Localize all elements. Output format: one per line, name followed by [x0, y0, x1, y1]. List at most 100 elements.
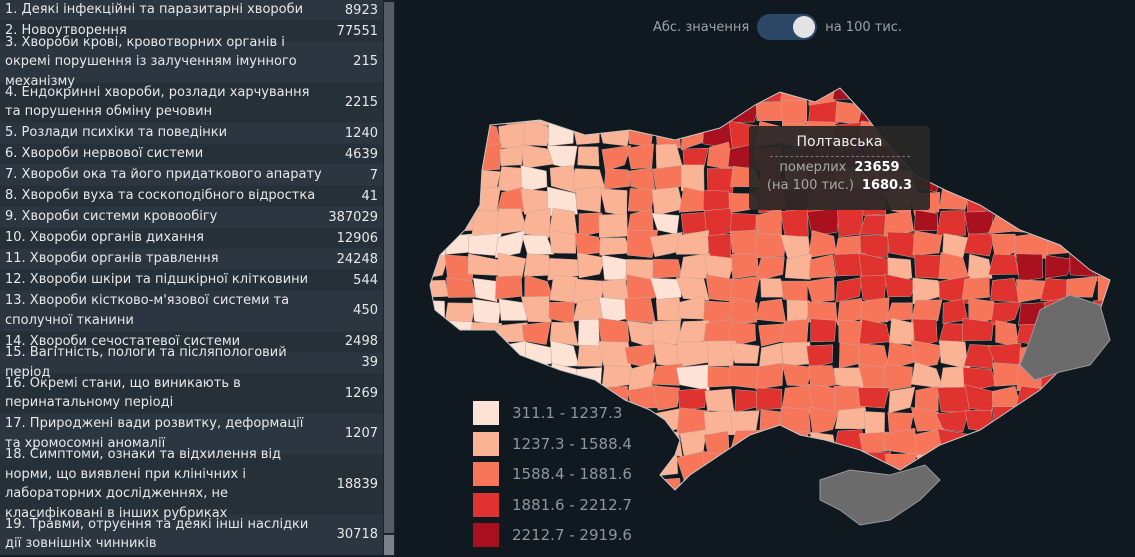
district-cell[interactable]	[652, 101, 678, 124]
district-cell[interactable]	[729, 473, 762, 500]
district-cell[interactable]	[734, 389, 760, 413]
district-cell[interactable]	[1042, 143, 1074, 171]
district-cell[interactable]	[730, 538, 761, 550]
district-cell[interactable]	[420, 253, 449, 280]
disease-list-item[interactable]: 8. Хвороби вуха та соскоподібного відрос…	[0, 186, 383, 207]
district-cell[interactable]	[911, 539, 940, 550]
district-cell[interactable]	[547, 121, 575, 147]
district-cell[interactable]	[629, 428, 659, 458]
district-cell[interactable]	[548, 98, 580, 127]
district-cell[interactable]	[1015, 147, 1046, 171]
district-cell[interactable]	[810, 318, 837, 343]
district-cell[interactable]	[990, 166, 1017, 191]
district-cell[interactable]	[471, 367, 502, 393]
district-cell[interactable]	[420, 362, 446, 391]
district-cell[interactable]	[443, 80, 474, 101]
district-cell[interactable]	[1039, 97, 1069, 129]
district-cell[interactable]	[990, 301, 1022, 327]
district-cell[interactable]	[938, 251, 970, 281]
district-cell[interactable]	[522, 80, 553, 101]
district-cell[interactable]	[421, 429, 448, 456]
district-cell[interactable]	[677, 494, 710, 521]
district-cell[interactable]	[599, 188, 628, 217]
district-cell[interactable]	[1092, 232, 1120, 260]
district-cell[interactable]	[937, 517, 969, 545]
district-cell[interactable]	[988, 497, 1019, 523]
district-cell[interactable]	[937, 386, 971, 413]
district-cell[interactable]	[676, 364, 710, 391]
district-cell[interactable]	[682, 518, 705, 544]
district-cell[interactable]	[1041, 520, 1073, 540]
district-cell[interactable]	[887, 257, 913, 282]
district-cell[interactable]	[913, 82, 943, 107]
district-cell[interactable]	[755, 298, 787, 323]
district-cell[interactable]	[940, 539, 966, 550]
district-cell[interactable]	[657, 497, 684, 522]
district-cell[interactable]	[1045, 254, 1075, 279]
district-cell[interactable]	[884, 273, 917, 298]
district-cell[interactable]	[678, 80, 711, 103]
district-cell[interactable]	[445, 475, 476, 497]
district-cell[interactable]	[1094, 365, 1120, 389]
district-cell[interactable]	[864, 411, 885, 435]
district-cell[interactable]	[837, 209, 864, 238]
district-cell[interactable]	[989, 430, 1020, 452]
district-cell[interactable]	[420, 123, 449, 151]
district-cell[interactable]	[888, 386, 916, 414]
district-cell[interactable]	[781, 453, 809, 480]
district-cell[interactable]	[420, 300, 445, 321]
district-cell[interactable]	[572, 80, 604, 106]
district-cell[interactable]	[421, 143, 446, 167]
district-cell[interactable]	[625, 99, 655, 126]
disease-list-item[interactable]: 19. Травми, отруєння та деякі інші наслі…	[0, 514, 383, 555]
district-cell[interactable]	[729, 342, 760, 364]
legend-item[interactable]: 311.1 - 1237.3	[473, 398, 632, 428]
district-cell[interactable]	[420, 99, 449, 126]
district-cell[interactable]	[1017, 121, 1046, 146]
district-cell[interactable]	[1096, 516, 1120, 546]
disease-list-item[interactable]: 17. Природжені вади розвитку, деформації…	[0, 414, 383, 455]
district-cell[interactable]	[472, 298, 502, 325]
district-cell[interactable]	[675, 277, 710, 301]
district-cell[interactable]	[1013, 186, 1044, 215]
district-cell[interactable]	[964, 410, 995, 433]
district-cell[interactable]	[990, 278, 1020, 303]
district-cell[interactable]	[755, 539, 787, 550]
district-cell[interactable]	[707, 234, 732, 259]
district-cell[interactable]	[780, 407, 811, 435]
district-cell[interactable]	[442, 453, 473, 475]
district-cell[interactable]	[499, 145, 524, 167]
district-cell[interactable]	[1040, 189, 1073, 215]
disease-list-item[interactable]: 15. Вагітність, пологи та післяпологовий…	[0, 345, 383, 380]
district-cell[interactable]	[1096, 142, 1120, 167]
district-cell[interactable]	[963, 163, 993, 194]
district-cell[interactable]	[1040, 472, 1074, 496]
district-cell[interactable]	[912, 230, 943, 256]
district-cell[interactable]	[835, 277, 863, 303]
district-cell[interactable]	[993, 543, 1020, 550]
district-cell[interactable]	[886, 341, 917, 371]
district-cell[interactable]	[420, 164, 447, 188]
district-cell[interactable]	[782, 540, 812, 550]
district-cell[interactable]	[994, 143, 1019, 170]
district-cell[interactable]	[521, 234, 555, 255]
district-cell[interactable]	[1070, 544, 1096, 550]
district-cell[interactable]	[1070, 452, 1098, 474]
district-cell[interactable]	[1015, 540, 1044, 550]
district-cell[interactable]	[962, 517, 993, 541]
district-cell[interactable]	[1046, 406, 1071, 436]
district-cell[interactable]	[1041, 119, 1074, 151]
district-cell[interactable]	[963, 344, 994, 369]
district-cell[interactable]	[857, 80, 889, 106]
district-cell[interactable]	[601, 80, 628, 101]
district-cell[interactable]	[1093, 186, 1120, 216]
district-cell[interactable]	[730, 410, 760, 434]
district-cell[interactable]	[807, 100, 839, 127]
district-cell[interactable]	[654, 518, 683, 545]
district-cell[interactable]	[1041, 427, 1072, 456]
district-cell[interactable]	[702, 190, 732, 211]
district-cell[interactable]	[967, 253, 993, 280]
district-cell[interactable]	[602, 278, 630, 301]
district-cell[interactable]	[627, 320, 655, 349]
district-cell[interactable]	[729, 451, 761, 476]
